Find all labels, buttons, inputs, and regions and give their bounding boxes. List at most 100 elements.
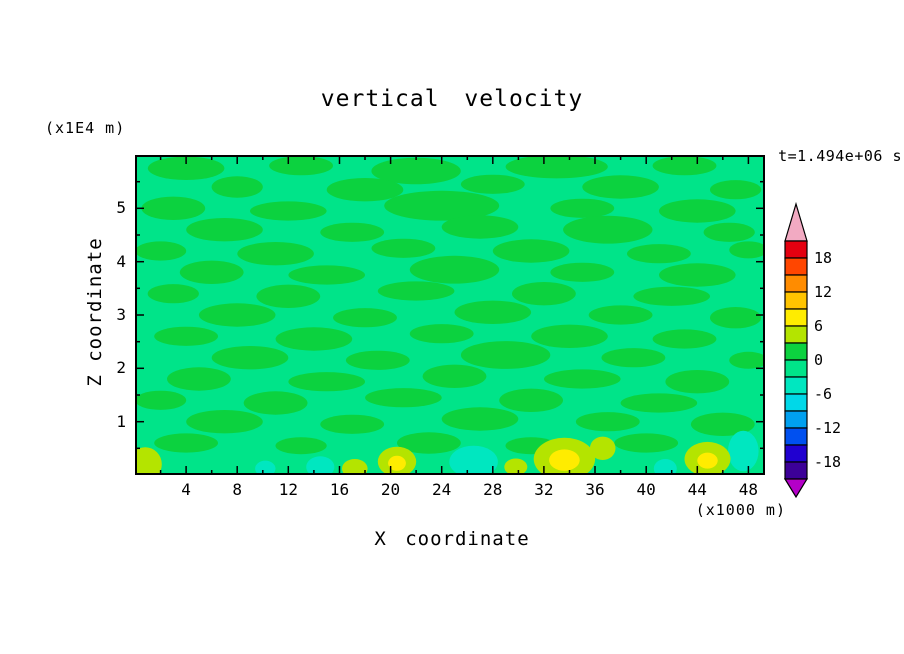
contour-blob — [288, 265, 365, 285]
z-tick-label: 2 — [116, 358, 126, 378]
colorbar-tick-label: 6 — [814, 317, 824, 335]
z-tick-label: 4 — [116, 251, 126, 271]
colorbar-segment — [784, 325, 808, 344]
colorbar-segment — [784, 393, 808, 412]
x-tick-label: 36 — [585, 480, 605, 499]
contour-blob — [422, 364, 487, 388]
contour-blob — [211, 176, 263, 198]
colorbar-segment — [784, 240, 808, 259]
colorbar-segment — [784, 308, 808, 327]
contour-blob — [275, 437, 327, 455]
z-axis-unit-label: (x1E4 m) — [45, 119, 126, 137]
z-tick-label: 3 — [116, 305, 126, 324]
contour-blob — [147, 156, 225, 180]
contour-blob — [275, 327, 353, 351]
plot-frame — [135, 155, 765, 475]
x-tick-label: 48 — [738, 480, 758, 499]
contour-blob — [460, 341, 551, 369]
contour-blob — [550, 198, 615, 218]
contour-blob — [135, 241, 187, 261]
colorbar-arrow-bottom — [783, 478, 809, 499]
contour-blob — [154, 433, 218, 453]
contour-blob — [492, 239, 570, 263]
time-annotation: t=1.494e+06 s — [778, 147, 902, 165]
contour-blob — [167, 367, 231, 391]
contour-blob — [198, 303, 276, 327]
colorbar-segment — [784, 342, 808, 361]
colorbar-segment — [784, 444, 808, 463]
colorbar-segment — [784, 410, 808, 429]
colorbar-tick-label: 0 — [814, 351, 824, 369]
x-tick-label: 12 — [278, 480, 298, 499]
contour-blob — [342, 459, 368, 475]
colorbar-arrow-top — [784, 201, 808, 242]
contour-blob — [659, 263, 736, 287]
x-tick-label: 20 — [380, 480, 401, 499]
colorbar-segment — [784, 376, 808, 395]
contour-blob — [377, 281, 455, 301]
colorbar-segment — [784, 257, 808, 276]
contour-blob — [690, 412, 755, 436]
contour-blob — [135, 390, 187, 410]
contour-blob — [186, 410, 263, 434]
contour-blob — [441, 215, 519, 239]
contour-blob — [620, 393, 698, 413]
contour-blob — [652, 156, 717, 176]
contour-blob — [588, 305, 653, 325]
contour-blob — [582, 175, 659, 199]
contour-blob — [256, 284, 321, 308]
contour-blob — [384, 190, 500, 221]
contour-blob — [729, 351, 765, 369]
contour-blob — [147, 284, 199, 304]
contour-blob — [454, 300, 532, 324]
z-tick-label: 5 — [116, 198, 126, 218]
x-tick-label: 40 — [636, 480, 656, 499]
colorbar-tick-label: -6 — [814, 385, 833, 403]
contour-blob — [243, 391, 308, 415]
colorbar — [783, 201, 809, 499]
contour-blob — [504, 458, 528, 475]
contour-blob — [703, 222, 755, 242]
contour-blob — [135, 447, 162, 475]
contour-blob — [255, 460, 276, 475]
x-axis-unit-label: (x1000 m) — [695, 501, 786, 519]
contour-blob — [371, 157, 461, 185]
contour-blob — [697, 452, 718, 469]
contour-blob — [186, 218, 263, 242]
contour-plot — [135, 155, 765, 475]
x-tick-label: 32 — [534, 480, 554, 499]
colorbar-tick-label: -12 — [814, 419, 842, 437]
contour-blob — [460, 174, 525, 194]
contour-blob — [627, 244, 691, 264]
colorbar-segment — [784, 274, 808, 293]
colorbar-segment — [784, 427, 808, 446]
contour-blob — [665, 370, 730, 394]
x-axis-label: X coordinate — [374, 528, 530, 550]
contour-blob — [499, 388, 563, 412]
contour-blob — [575, 412, 640, 432]
contour-blob — [141, 196, 206, 220]
contour-blob — [250, 201, 327, 221]
contour-blob — [728, 430, 759, 472]
colorbar-segment — [784, 461, 808, 480]
contour-blob — [710, 180, 762, 200]
contour-blob — [441, 407, 519, 431]
contour-blob — [633, 286, 710, 306]
contour-blob — [614, 433, 679, 453]
x-tick-label: 28 — [483, 480, 503, 499]
contour-blob — [154, 326, 218, 346]
contour-blob — [388, 455, 406, 471]
contour-blob — [531, 324, 608, 348]
colorbar-tick-label: -18 — [814, 453, 842, 471]
contour-blob — [397, 432, 461, 454]
contour-blob — [505, 155, 608, 179]
contour-blob — [550, 262, 615, 282]
contour-blob — [544, 369, 621, 389]
contour-blob — [729, 241, 765, 259]
colorbar-tick-label: 18 — [814, 249, 833, 267]
contour-blob — [659, 199, 736, 223]
contour-blob — [365, 388, 442, 408]
colorbar-segment — [784, 359, 808, 378]
contour-blob — [601, 348, 666, 368]
